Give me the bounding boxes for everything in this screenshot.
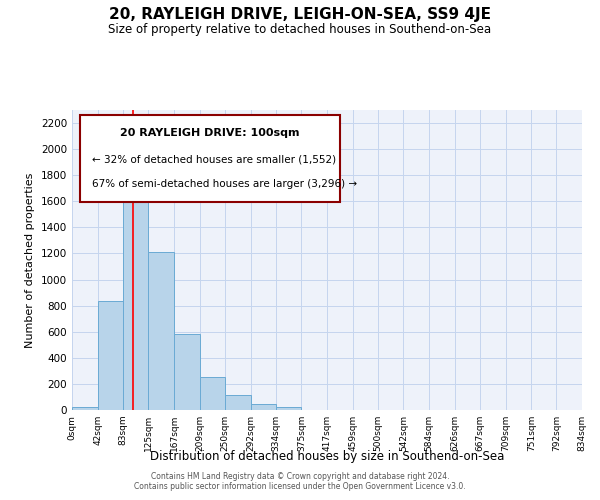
Bar <box>225 395 251 410</box>
Bar <box>276 408 301 410</box>
Bar <box>148 252 174 410</box>
Text: 67% of semi-detached houses are larger (3,296) →: 67% of semi-detached houses are larger (… <box>92 179 358 189</box>
Text: 20, RAYLEIGH DRIVE, LEIGH-ON-SEA, SS9 4JE: 20, RAYLEIGH DRIVE, LEIGH-ON-SEA, SS9 4J… <box>109 8 491 22</box>
Bar <box>98 301 123 410</box>
Text: Distribution of detached houses by size in Southend-on-Sea: Distribution of detached houses by size … <box>150 450 504 463</box>
Bar <box>72 406 98 410</box>
Text: 20 RAYLEIGH DRIVE: 100sqm: 20 RAYLEIGH DRIVE: 100sqm <box>120 128 299 138</box>
Text: Contains HM Land Registry data © Crown copyright and database right 2024.: Contains HM Land Registry data © Crown c… <box>151 472 449 481</box>
Text: Size of property relative to detached houses in Southend-on-Sea: Size of property relative to detached ho… <box>109 22 491 36</box>
Y-axis label: Number of detached properties: Number of detached properties <box>25 172 35 348</box>
Bar <box>123 175 148 410</box>
Text: Contains public sector information licensed under the Open Government Licence v3: Contains public sector information licen… <box>134 482 466 491</box>
Text: ← 32% of detached houses are smaller (1,552): ← 32% of detached houses are smaller (1,… <box>92 155 337 165</box>
Bar <box>174 334 200 410</box>
FancyBboxPatch shape <box>80 114 340 202</box>
Bar <box>200 376 225 410</box>
Bar <box>251 404 276 410</box>
